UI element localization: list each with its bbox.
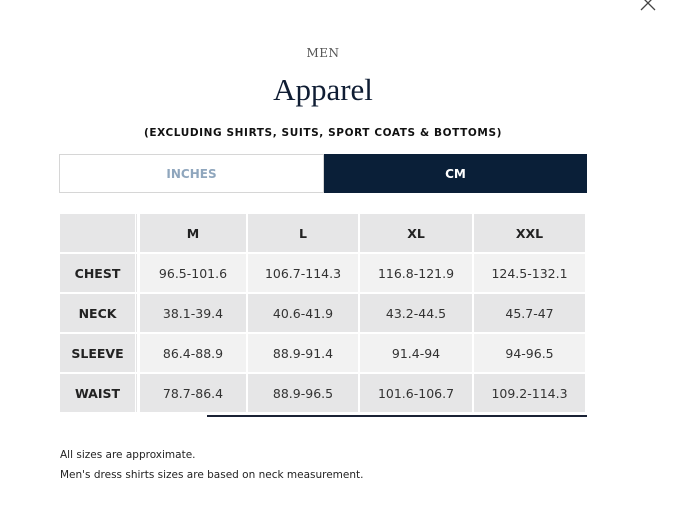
table-cell: 116.8-121.9 bbox=[360, 254, 472, 292]
column-header: XXL bbox=[474, 214, 585, 252]
table-cell: 43.2-44.5 bbox=[360, 294, 472, 332]
table-row: CHEST 96.5-101.6 106.7-114.3 116.8-121.9… bbox=[60, 254, 585, 292]
row-label: WAIST bbox=[60, 374, 138, 412]
table-cell: 106.7-114.3 bbox=[248, 254, 358, 292]
row-label: NECK bbox=[60, 294, 138, 332]
close-icon[interactable] bbox=[639, 0, 657, 12]
table-cell: 88.9-96.5 bbox=[248, 374, 358, 412]
table-cell: 45.7-47 bbox=[474, 294, 585, 332]
table-cell: 101.6-106.7 bbox=[360, 374, 472, 412]
table-cell: 86.4-88.9 bbox=[140, 334, 246, 372]
table-cell: 78.7-86.4 bbox=[140, 374, 246, 412]
cm-tab[interactable]: CM bbox=[324, 154, 587, 193]
table-cell: 96.5-101.6 bbox=[140, 254, 246, 292]
note-neck: Men's dress shirts sizes are based on ne… bbox=[60, 469, 364, 481]
table-cell: 40.6-41.9 bbox=[248, 294, 358, 332]
table-row: SLEEVE 86.4-88.9 88.9-91.4 91.4-94 94-96… bbox=[60, 334, 585, 372]
column-header: L bbox=[248, 214, 358, 252]
table-row: WAIST 78.7-86.4 88.9-96.5 101.6-106.7 10… bbox=[60, 374, 585, 412]
page-title: Apparel bbox=[273, 72, 373, 107]
table-cell: 88.9-91.4 bbox=[248, 334, 358, 372]
table-cell: 94-96.5 bbox=[474, 334, 585, 372]
column-header: XL bbox=[360, 214, 472, 252]
column-header: M bbox=[140, 214, 246, 252]
note-approximate: All sizes are approximate. bbox=[60, 449, 196, 461]
corner-cell bbox=[60, 214, 138, 252]
table-cell: 38.1-39.4 bbox=[140, 294, 246, 332]
table-cell: 109.2-114.3 bbox=[474, 374, 585, 412]
inches-tab[interactable]: INCHES bbox=[59, 154, 324, 193]
row-label: CHEST bbox=[60, 254, 138, 292]
horizontal-scrollbar[interactable] bbox=[207, 415, 587, 417]
table-cell: 91.4-94 bbox=[360, 334, 472, 372]
subtitle: (EXCLUDING SHIRTS, SUITS, SPORT COATS & … bbox=[143, 127, 503, 139]
category-label: MEN bbox=[306, 46, 340, 60]
size-table: M L XL XXL CHEST 96.5-101.6 106.7-114.3 … bbox=[58, 212, 587, 414]
table-row: NECK 38.1-39.4 40.6-41.9 43.2-44.5 45.7-… bbox=[60, 294, 585, 332]
table-header-row: M L XL XXL bbox=[60, 214, 585, 252]
table-cell: 124.5-132.1 bbox=[474, 254, 585, 292]
row-label: SLEEVE bbox=[60, 334, 138, 372]
unit-toggle: INCHES CM bbox=[59, 154, 587, 193]
